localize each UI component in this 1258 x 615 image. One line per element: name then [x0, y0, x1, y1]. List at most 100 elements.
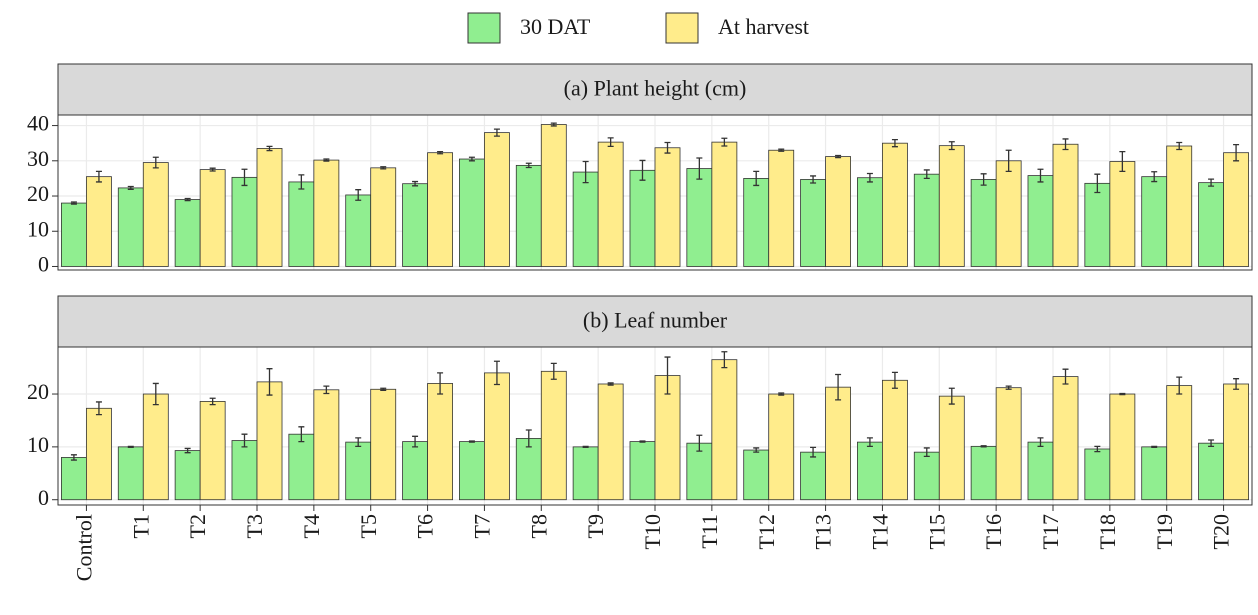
error-bar: [437, 372, 444, 395]
bar: [743, 449, 770, 501]
y-tick-label: 10: [27, 216, 49, 241]
x-tick-label: T14: [867, 514, 892, 549]
bar: [857, 177, 883, 267]
error-bar: [209, 397, 216, 406]
bar: [427, 152, 453, 267]
bar: [61, 457, 87, 501]
error-bar: [152, 156, 159, 169]
bar: [913, 451, 940, 501]
y-tick-label: 40: [27, 111, 49, 136]
x-tick-label: T4: [299, 514, 324, 538]
error-bar: [835, 373, 842, 401]
error-bar: [127, 445, 134, 449]
error-bar: [607, 137, 614, 148]
error-bar: [209, 167, 216, 172]
error-bar: [1119, 150, 1126, 173]
error-bar: [493, 128, 500, 137]
error-bar: [835, 154, 842, 159]
error-bar: [1208, 439, 1215, 447]
error-bar: [866, 172, 873, 183]
bar: [313, 159, 340, 267]
legend-swatch: [665, 12, 699, 44]
error-bar: [550, 122, 557, 127]
bar: [970, 179, 997, 267]
error-bar: [127, 185, 134, 190]
x-tick-label: T6: [413, 514, 438, 538]
error-bar: [184, 447, 191, 454]
error-bar: [696, 157, 703, 180]
bar: [142, 393, 169, 501]
error-bar: [298, 426, 305, 443]
bar: [117, 187, 144, 267]
bar: [800, 179, 826, 267]
error-bar: [753, 170, 760, 187]
error-bar: [778, 148, 785, 152]
error-bar: [639, 440, 646, 443]
bar: [370, 388, 397, 501]
bar: [1166, 385, 1193, 501]
error-bar: [721, 351, 728, 369]
error-bar: [70, 454, 77, 461]
bar: [345, 194, 372, 267]
error-bar: [810, 446, 817, 458]
bar: [540, 124, 567, 267]
error-bar: [753, 447, 760, 453]
bar: [231, 440, 258, 501]
error-bar: [1094, 445, 1101, 453]
bar: [882, 142, 908, 267]
bar: [654, 147, 681, 267]
bar: [117, 446, 144, 501]
bar: [1141, 446, 1168, 501]
error-bar: [1037, 437, 1044, 447]
bar: [995, 160, 1022, 267]
bar: [288, 433, 315, 501]
error-bar: [1208, 178, 1215, 187]
error-bar: [266, 145, 273, 152]
bar: [1223, 383, 1249, 501]
bar: [515, 164, 542, 267]
error-bar: [70, 201, 77, 205]
error-bar: [95, 170, 102, 183]
bar: [913, 173, 940, 267]
error-bar: [95, 401, 102, 416]
error-bar: [1005, 385, 1012, 390]
error-bar: [412, 435, 419, 448]
error-bar: [355, 189, 362, 201]
x-tick-label: T5: [356, 514, 381, 538]
x-tick-label: T15: [924, 514, 949, 549]
x-tick-label: T11: [697, 514, 722, 549]
bar: [540, 370, 567, 501]
error-bar: [582, 160, 589, 184]
bar: [1052, 143, 1079, 267]
bar: [825, 156, 851, 267]
error-bar: [1005, 149, 1012, 173]
error-bar: [980, 173, 987, 186]
x-tick-label: T8: [526, 514, 551, 538]
bar: [654, 375, 681, 501]
error-bar: [923, 447, 930, 458]
legend-label: At harvest: [718, 14, 809, 39]
error-bar: [810, 175, 817, 184]
bar: [1084, 182, 1111, 267]
bar: [629, 441, 656, 501]
error-bar: [1094, 173, 1101, 194]
bar: [1198, 442, 1224, 501]
bar: [857, 441, 883, 501]
bar: [484, 132, 510, 267]
error-bar: [493, 360, 500, 386]
y-tick-label: 0: [38, 252, 49, 277]
strip: [57, 63, 1253, 116]
bar: [370, 167, 397, 267]
error-bar: [1233, 378, 1240, 390]
error-bar: [923, 169, 930, 180]
bar: [345, 441, 372, 501]
x-tick-label: T16: [981, 514, 1006, 549]
error-bar: [355, 437, 362, 447]
error-bar: [1037, 168, 1044, 183]
error-bar: [380, 387, 387, 391]
error-bar: [1119, 392, 1126, 396]
bar: [1052, 376, 1079, 501]
error-bar: [241, 433, 248, 448]
x-tick-label: T19: [1152, 514, 1177, 549]
